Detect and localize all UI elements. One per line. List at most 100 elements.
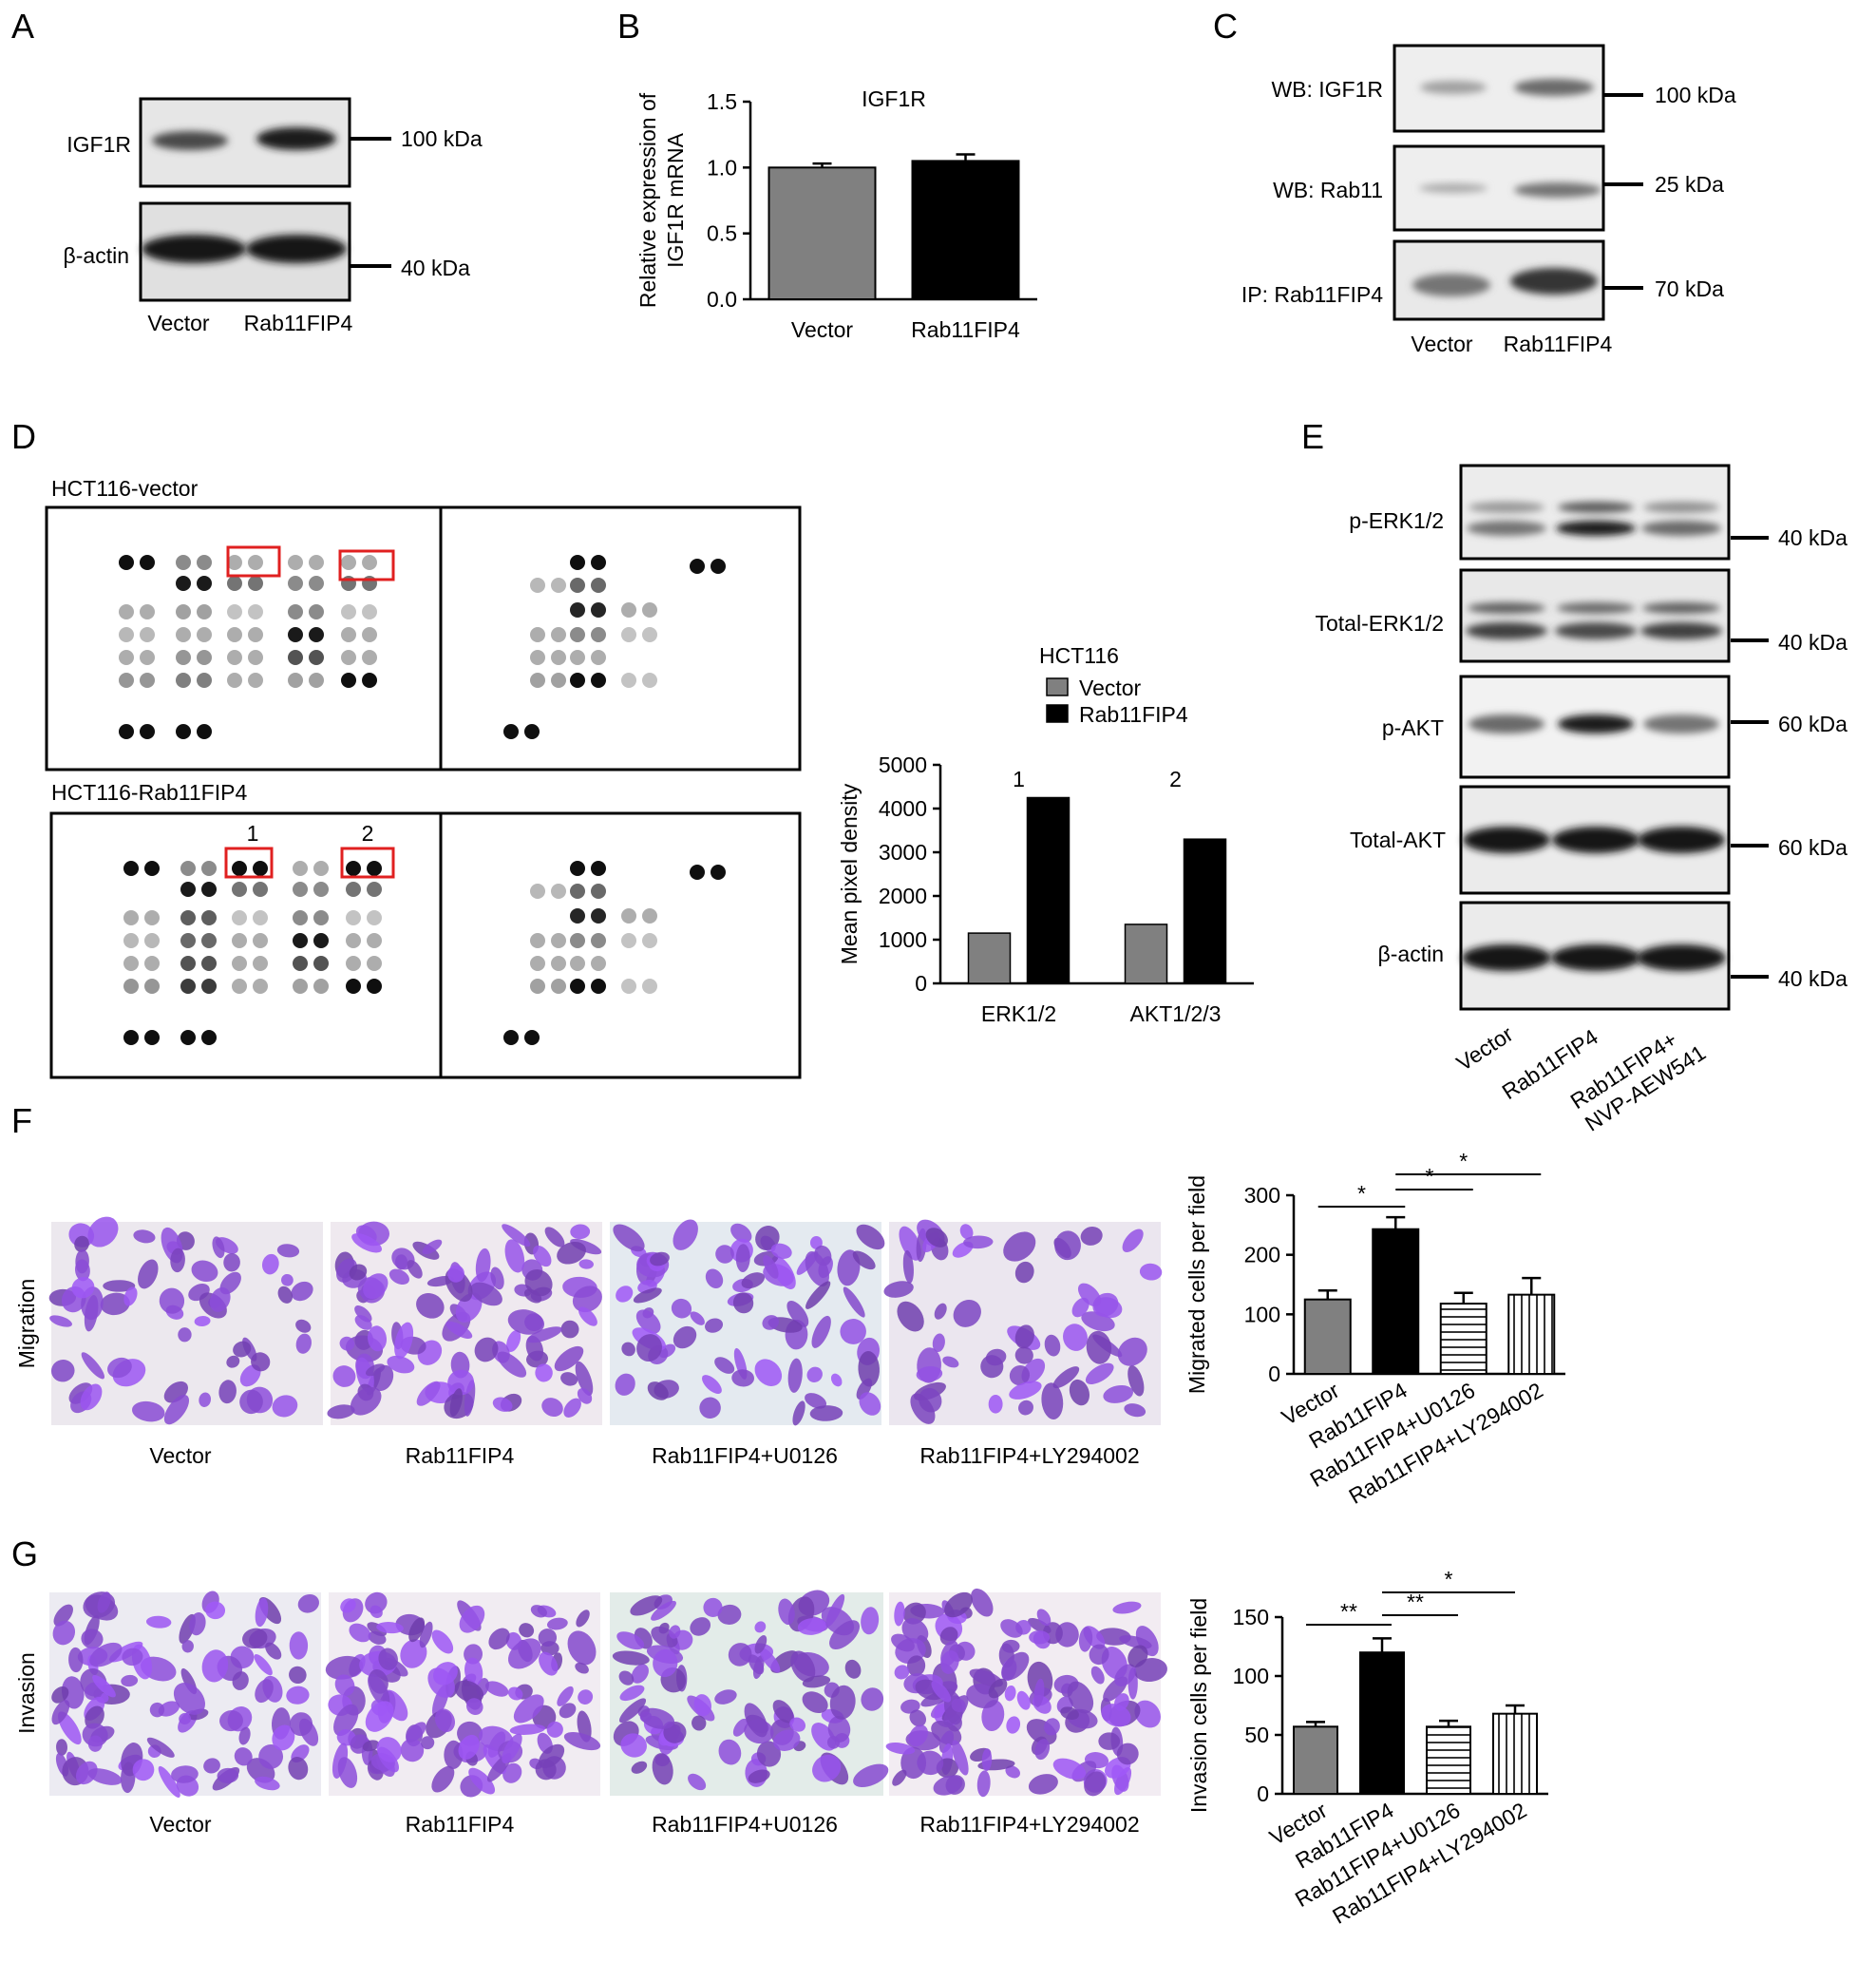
- stained-cell: [351, 1233, 382, 1253]
- stained-cell: [291, 1281, 313, 1302]
- panel-c-western-blot: WB: IGF1R WB: Rab11 IP: Rab11FIP4 100 kD…: [1241, 44, 1736, 356]
- stained-cell: [1127, 1364, 1145, 1397]
- stained-cell: [692, 1715, 707, 1731]
- array-spot: [341, 627, 356, 642]
- blot-band: [1469, 502, 1544, 513]
- stained-cell: [513, 1694, 544, 1724]
- array-spot: [362, 650, 377, 665]
- blot-band: [1469, 714, 1544, 733]
- stained-cell: [735, 1244, 750, 1273]
- stained-cell: [953, 1299, 981, 1327]
- stained-cell: [181, 1640, 194, 1653]
- stained-cell: [507, 1686, 523, 1701]
- micrograph-row-label: Migration: [14, 1279, 39, 1369]
- array-spot: [144, 933, 160, 948]
- stained-cell: [636, 1334, 662, 1362]
- stained-cell: [1034, 1739, 1051, 1761]
- array-spot: [180, 861, 196, 876]
- bar: [1026, 796, 1071, 984]
- stained-cell: [748, 1769, 770, 1783]
- stained-cell: [613, 1224, 645, 1252]
- panel-letter-b: B: [617, 7, 640, 46]
- array-spot: [362, 627, 377, 642]
- marker-label: 40 kDa: [401, 256, 470, 280]
- stained-cell: [74, 1235, 89, 1252]
- array-spot: [591, 627, 606, 642]
- highlight-box: [338, 549, 395, 581]
- array-spot: [176, 724, 191, 739]
- stained-cell: [762, 1315, 779, 1330]
- array-spot: [176, 555, 191, 570]
- array-spot: [313, 979, 329, 994]
- stained-cell: [790, 1650, 816, 1683]
- stained-cell: [630, 1595, 663, 1616]
- array-spot: [253, 933, 268, 948]
- micrograph-tile: [325, 1591, 601, 1798]
- stained-cell: [546, 1617, 568, 1630]
- stained-cell: [459, 1605, 485, 1633]
- marker-label: 70 kDa: [1655, 276, 1724, 301]
- stained-cell: [526, 1326, 562, 1343]
- stained-cell: [289, 1712, 313, 1737]
- blot-band: [1555, 622, 1637, 639]
- y-axis-label-line: Invasion cells per field: [1186, 1598, 1211, 1813]
- stained-cell: [1119, 1635, 1152, 1649]
- panel-d-arrays: HCT116-vector HCT116-Rab11FIP4 1 2: [45, 476, 802, 1079]
- stained-cell: [376, 1622, 404, 1634]
- marker-label: 40 kDa: [1778, 966, 1848, 991]
- array-spot: [309, 604, 324, 619]
- stained-cell: [179, 1712, 192, 1724]
- stained-cell: [908, 1724, 928, 1747]
- array-spot: [524, 1030, 540, 1045]
- array-spot: [288, 576, 303, 591]
- blot-total-erk: [1459, 568, 1731, 663]
- panel-e-western-blot: p-ERK1/2 Total-ERK1/2 p-AKT Total-AKT β-…: [1315, 464, 1848, 1136]
- y-tick-label: 200: [1244, 1243, 1280, 1267]
- blot-band: [1466, 622, 1547, 639]
- y-axis-label-line: Relative expression of: [635, 92, 660, 308]
- stained-cell: [789, 1717, 806, 1732]
- stained-cell: [731, 1369, 755, 1387]
- stained-cell: [933, 1775, 963, 1796]
- array-spot: [621, 933, 636, 948]
- stained-cell: [123, 1286, 138, 1306]
- lane-label: Vector: [1452, 1021, 1518, 1076]
- stained-cell: [829, 1620, 861, 1650]
- stained-cell: [1005, 1765, 1020, 1779]
- micrograph-tile: [885, 1588, 1167, 1798]
- bar: [1293, 1725, 1338, 1795]
- array-spot: [570, 908, 585, 924]
- stained-cell: [748, 1654, 765, 1675]
- blot-band: [1510, 268, 1598, 295]
- array-spot: [341, 604, 356, 619]
- y-tick-label: 1.0: [707, 155, 737, 180]
- stained-cell: [925, 1228, 948, 1248]
- stained-cell: [488, 1628, 510, 1650]
- stained-cell: [56, 1739, 67, 1756]
- stained-cell: [802, 1675, 831, 1688]
- stained-cell: [892, 1769, 907, 1786]
- array-spot: [341, 650, 356, 665]
- array-spot: [591, 555, 606, 570]
- array-spot: [288, 673, 303, 688]
- stained-cell: [431, 1629, 454, 1654]
- stained-cell: [802, 1691, 828, 1714]
- stained-cell: [484, 1681, 509, 1697]
- array-spot: [253, 861, 268, 876]
- stained-cell: [1036, 1609, 1052, 1627]
- stained-cell: [325, 1655, 364, 1680]
- stained-cell: [616, 1286, 634, 1303]
- stained-cell: [265, 1642, 282, 1660]
- stained-cell: [507, 1309, 545, 1335]
- array-spot: [197, 673, 212, 688]
- stained-cell: [1054, 1230, 1081, 1261]
- stained-cell: [770, 1243, 792, 1259]
- stained-cell: [239, 1364, 261, 1387]
- stained-cell: [497, 1351, 527, 1378]
- stained-cell: [447, 1265, 464, 1283]
- stained-cell: [201, 1649, 229, 1683]
- stained-cell: [539, 1651, 559, 1676]
- stained-cell: [178, 1327, 192, 1343]
- stained-cell: [1086, 1330, 1112, 1364]
- array-spot: [140, 650, 155, 665]
